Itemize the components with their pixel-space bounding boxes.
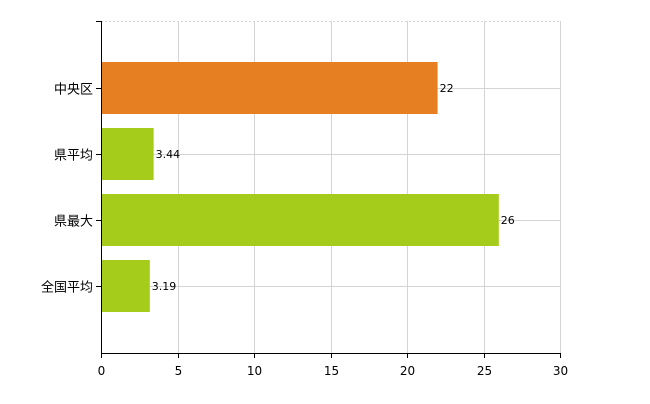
axes bbox=[96, 21, 561, 358]
category-label: 県平均 bbox=[54, 149, 93, 164]
bar bbox=[101, 128, 154, 180]
x-tick-label: 5 bbox=[175, 364, 183, 378]
category-label: 全国平均 bbox=[41, 280, 93, 296]
x-tick-label: 10 bbox=[247, 364, 262, 378]
category-label: 県最大 bbox=[54, 215, 93, 230]
bar bbox=[101, 62, 438, 114]
x-tick-label: 0 bbox=[98, 364, 106, 378]
x-tick-label: 25 bbox=[477, 364, 492, 378]
data-label: 26 bbox=[501, 214, 515, 227]
category-label: 中央区 bbox=[54, 83, 93, 98]
x-tick-label: 15 bbox=[324, 364, 339, 378]
bar bbox=[101, 260, 150, 312]
x-tick-label: 30 bbox=[553, 364, 568, 378]
data-label: 22 bbox=[440, 82, 454, 95]
data-label: 3.44 bbox=[156, 148, 181, 161]
data-label: 3.19 bbox=[152, 280, 177, 293]
x-tick-label: 20 bbox=[400, 364, 415, 378]
bars bbox=[101, 62, 499, 312]
bar bbox=[101, 194, 499, 246]
